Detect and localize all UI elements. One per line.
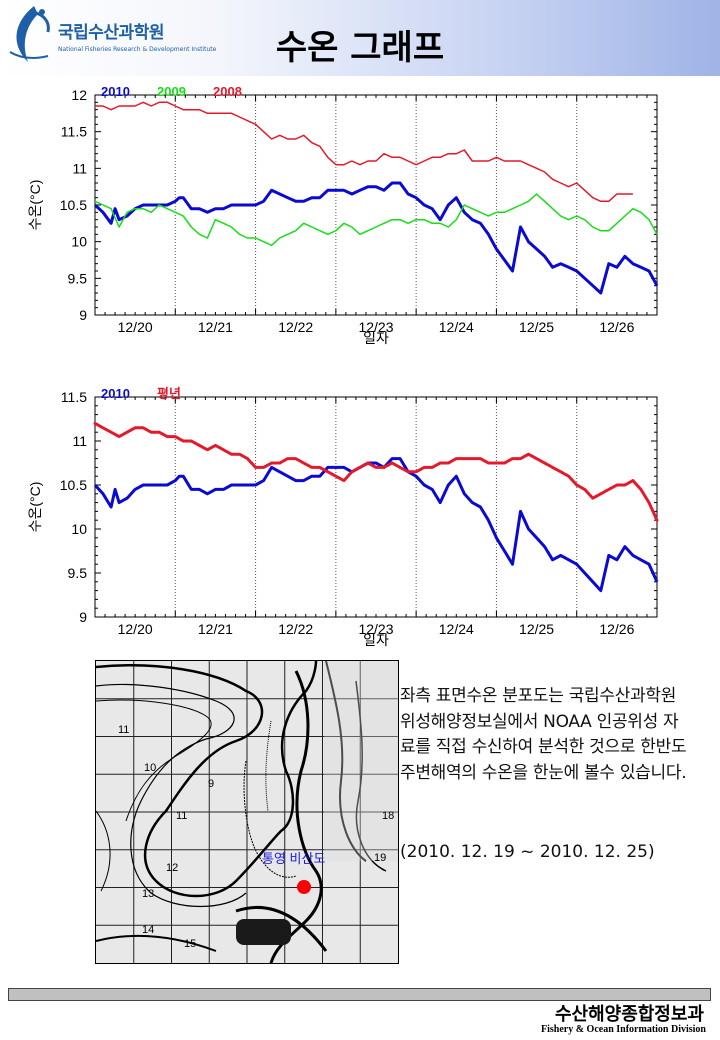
y-tick-label: 10.5 <box>60 197 87 213</box>
contour-label-11b: 11 <box>176 810 187 822</box>
caption-date-range: (2010. 12. 19 ~ 2010. 12. 25) <box>400 842 655 862</box>
chart-temperature-yearly: 12 11.5 11 10.5 10 9.5 9 12/20 12/21 12/22 12/23 12… <box>27 84 659 346</box>
contour-label-15: 15 <box>184 938 196 950</box>
page-header: 국립수산과학원 National Fisheries Research & De… <box>0 0 720 76</box>
sst-map-image: 11 10 9 11 12 13 14 15 18 19 통영 비산도 <box>95 660 398 964</box>
map-caption: 좌측 표면수온 분포도는 국립수산과학원 위성해양정보실에서 NOAA 인공위성… <box>400 686 687 783</box>
x-axis-label: 일자 <box>363 330 389 346</box>
y-tick-label: 10 <box>71 234 87 250</box>
contour-label-14: 14 <box>142 924 154 936</box>
x-tick-label: 12/25 <box>519 319 554 335</box>
contour-label-11a: 11 <box>118 724 129 736</box>
x-tick-label: 12/23 <box>358 319 393 335</box>
contour-label-19: 19 <box>374 852 386 864</box>
plot-area <box>94 94 658 316</box>
page-title: 수온 그래프 <box>275 28 445 68</box>
x-tick-label: 12/26 <box>599 319 634 335</box>
x-tick-label: 12/22 <box>278 621 313 637</box>
legend-2008: 2008 <box>213 84 242 99</box>
x-tick-label: 12/20 <box>118 621 153 637</box>
y-tick-label: 9 <box>79 609 87 625</box>
x-tick-label: 12/24 <box>439 319 474 335</box>
x-tick-label: 12/22 <box>278 319 313 335</box>
x-tick-label: 12/21 <box>198 621 233 637</box>
y-tick-label: 9.5 <box>68 270 88 286</box>
series-line-2008 <box>95 101 633 203</box>
x-tick-label: 12/26 <box>599 621 634 637</box>
org-subtitle: National Fisheries Research & Developmen… <box>58 46 217 53</box>
y-axis-label: 수온(°C) <box>27 482 43 533</box>
legend-2010: 2010 <box>101 84 130 99</box>
y-tick-label: 11 <box>72 160 87 176</box>
station-marker <box>297 880 311 894</box>
y-tick-label: 9.5 <box>68 565 88 581</box>
x-axis-label: 일자 <box>363 632 389 648</box>
contour-label-10: 10 <box>144 762 156 774</box>
y-tick-label: 11.5 <box>61 389 87 405</box>
footer-division-english: Fishery & Ocean Information Division <box>541 1024 706 1035</box>
series-line-평년 <box>93 421 659 522</box>
y-tick-label: 11 <box>72 433 87 449</box>
contour-label-12: 12 <box>166 862 178 874</box>
series-line-2010 <box>93 181 659 295</box>
series-line-2010 <box>93 457 659 593</box>
station-label: 통영 비산도 <box>262 851 325 866</box>
y-tick-label: 10.5 <box>60 477 87 493</box>
footer-division-korean: 수산해양종합정보과 <box>554 1004 704 1025</box>
x-tick-label: 12/21 <box>198 319 233 335</box>
footer-bar <box>8 988 711 1001</box>
y-tick-label: 12 <box>71 87 87 103</box>
y-tick-label: 9 <box>79 307 87 323</box>
x-tick-label: 12/25 <box>519 621 554 637</box>
y-tick-label: 11.5 <box>61 124 87 140</box>
plot-area <box>94 396 658 618</box>
x-tick-label: 12/24 <box>439 621 474 637</box>
sst-map: 11 10 9 11 12 13 14 15 18 19 통영 비산도 <box>95 660 399 964</box>
contour-label-13: 13 <box>142 888 154 900</box>
contour-label-18: 18 <box>382 810 394 822</box>
chart-temperature-normal: 11.5 11 10.5 10 9.5 9 12/20 12/21 12/22 12/23 12/2… <box>27 386 659 648</box>
legend-2009: 2009 <box>157 84 186 99</box>
contour-label-9: 9 <box>208 778 214 790</box>
org-logo: 국립수산과학원 National Fisheries Research & De… <box>4 2 216 72</box>
org-name: 국립수산과학원 <box>58 23 164 43</box>
legend-2010: 2010 <box>101 386 130 401</box>
x-tick-label: 12/20 <box>118 319 153 335</box>
series-line-2009 <box>94 193 658 247</box>
y-axis-label: 수온(°C) <box>27 180 43 231</box>
y-tick-label: 10 <box>71 521 87 537</box>
fish-logo-icon <box>9 6 50 62</box>
x-tick-label: 12/23 <box>358 621 393 637</box>
legend-평년: 평년 <box>157 386 181 401</box>
